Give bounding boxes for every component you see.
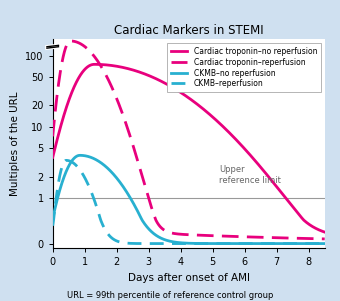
- Legend: Cardiac troponin–no reperfusion, Cardiac troponin–reperfusion, CKMB–no reperfusi: Cardiac troponin–no reperfusion, Cardiac…: [167, 43, 321, 92]
- Y-axis label: Multiples of the URL: Multiples of the URL: [10, 92, 20, 196]
- Title: Cardiac Markers in STEMI: Cardiac Markers in STEMI: [114, 23, 264, 37]
- X-axis label: Days after onset of AMI: Days after onset of AMI: [128, 273, 250, 283]
- Text: URL = 99th percentile of reference control group: URL = 99th percentile of reference contr…: [67, 291, 273, 300]
- Text: Upper
reference limit: Upper reference limit: [219, 165, 281, 185]
